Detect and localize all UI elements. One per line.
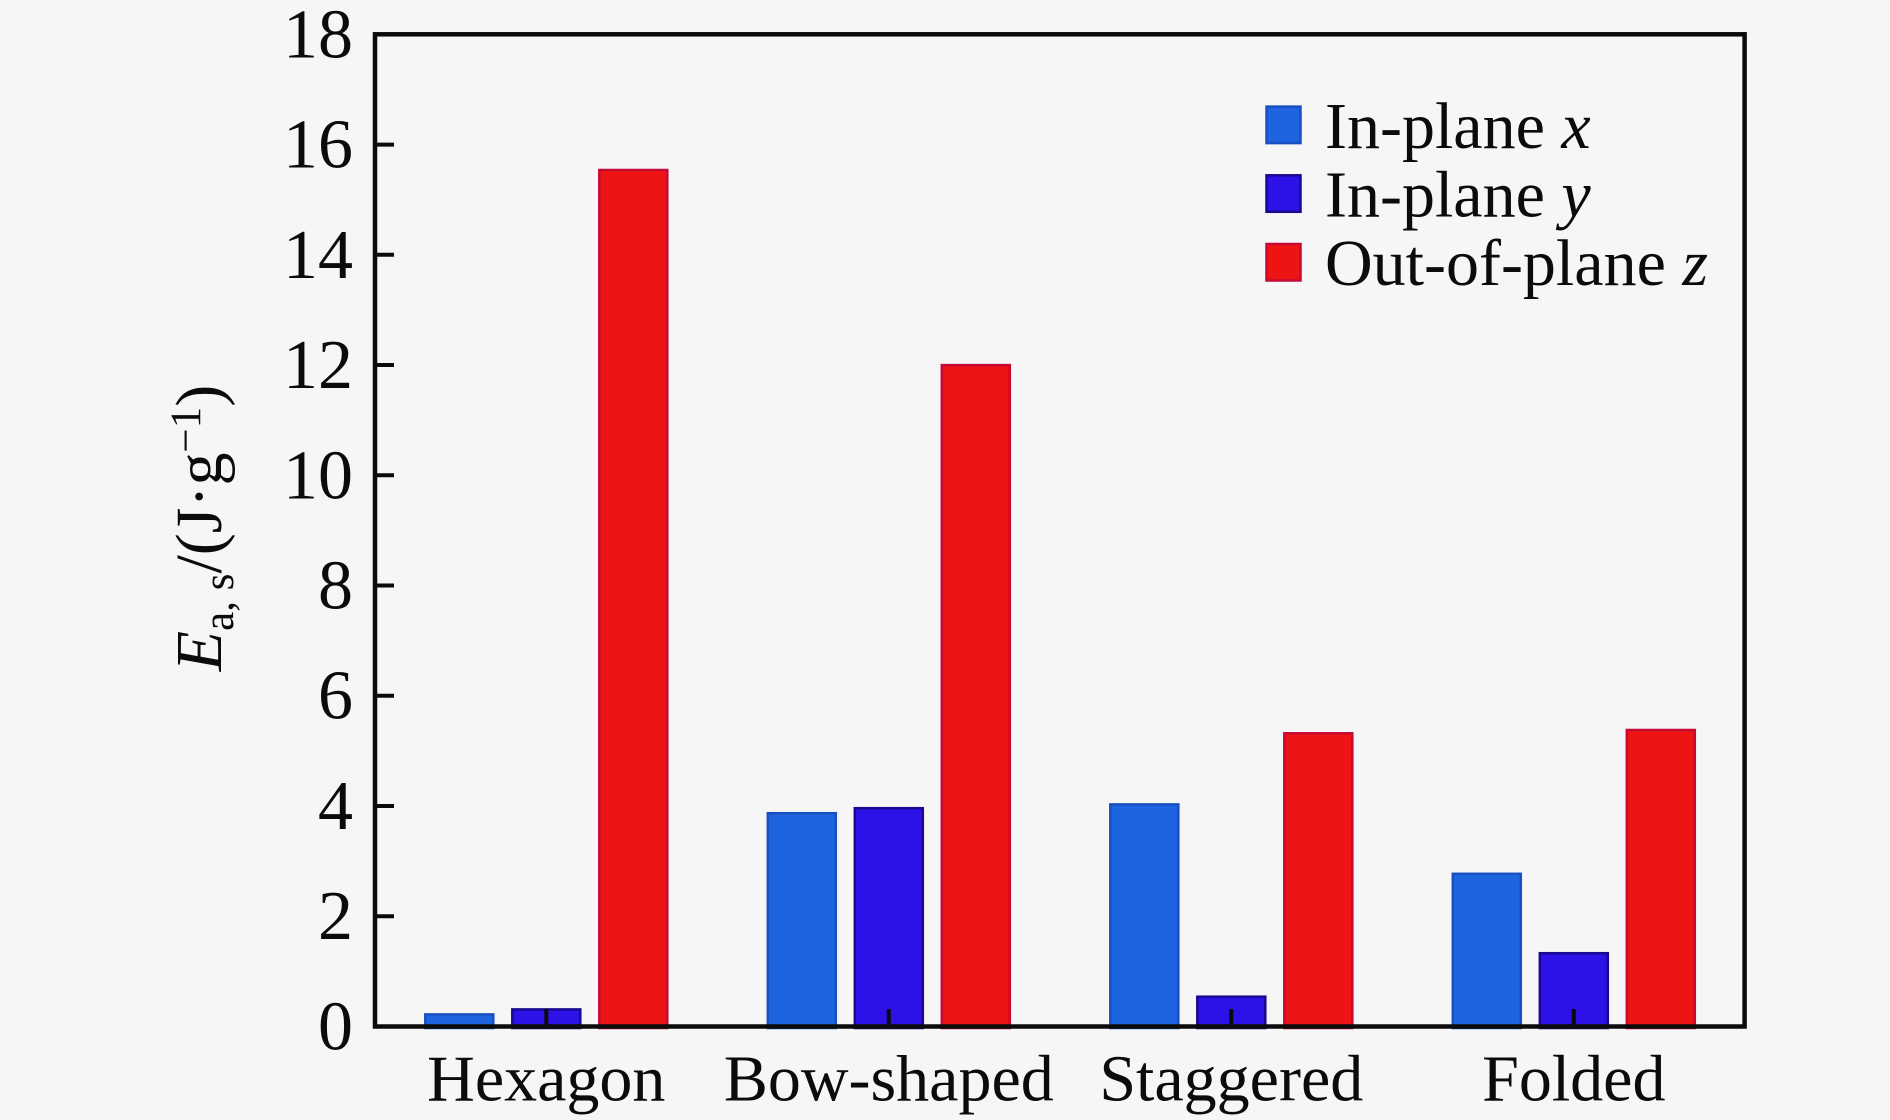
svg-text:Hexagon: Hexagon: [427, 1043, 665, 1116]
svg-text:6: 6: [318, 658, 353, 735]
svg-text:8: 8: [318, 548, 353, 625]
svg-text:2: 2: [318, 878, 353, 955]
svg-text:10: 10: [283, 437, 353, 514]
svg-text:0: 0: [318, 989, 353, 1066]
svg-text:In-plane y: In-plane y: [1325, 159, 1591, 232]
svg-text:18: 18: [283, 0, 353, 73]
svg-text:Out-of-plane z: Out-of-plane z: [1325, 227, 1708, 300]
svg-text:Ea, s/(J·g−1): Ea, s/(J·g−1): [163, 385, 243, 672]
svg-text:16: 16: [283, 107, 353, 184]
svg-text:In-plane x: In-plane x: [1325, 90, 1591, 163]
svg-text:4: 4: [318, 768, 353, 845]
svg-text:Folded: Folded: [1482, 1043, 1665, 1116]
svg-text:Bow-shaped: Bow-shaped: [724, 1043, 1054, 1116]
svg-text:Staggered: Staggered: [1099, 1043, 1363, 1116]
svg-text:14: 14: [283, 217, 353, 294]
svg-text:12: 12: [283, 327, 353, 404]
